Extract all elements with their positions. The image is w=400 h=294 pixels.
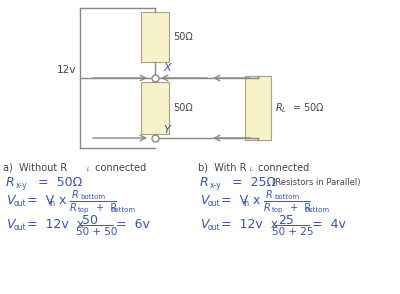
Text: out: out [208, 198, 221, 208]
Text: 50Ω: 50Ω [173, 32, 193, 42]
Text: V: V [200, 193, 208, 206]
Text: Y: Y [163, 125, 170, 135]
Text: x-y: x-y [210, 181, 222, 190]
Text: bottom: bottom [304, 207, 329, 213]
Text: =  6v: = 6v [116, 218, 150, 231]
Text: +  R: + R [287, 203, 311, 213]
Bar [141, 12, 169, 62]
Text: $R_L$  = 50Ω: $R_L$ = 50Ω [275, 101, 325, 115]
Text: bottom: bottom [274, 194, 299, 200]
Text: in: in [242, 198, 249, 208]
Text: b)  With R: b) With R [198, 163, 246, 173]
Text: x-y: x-y [16, 181, 28, 190]
Text: R: R [72, 190, 79, 200]
Text: V: V [6, 193, 14, 206]
Text: x: x [249, 193, 260, 206]
Text: bottom: bottom [110, 207, 135, 213]
Text: top: top [272, 207, 283, 213]
Text: 50 + 25: 50 + 25 [272, 227, 314, 237]
Text: V: V [200, 218, 208, 231]
Text: R: R [200, 176, 209, 188]
Text: out: out [208, 223, 221, 233]
Text: top: top [78, 207, 89, 213]
Text: x: x [55, 193, 66, 206]
Text: =  12v  x: = 12v x [221, 218, 278, 231]
Bar [245, 76, 271, 140]
Text: 50Ω: 50Ω [173, 103, 193, 113]
Text: R: R [266, 190, 273, 200]
Text: R: R [6, 176, 15, 188]
Text: =  50Ω: = 50Ω [34, 176, 82, 188]
Text: =  V: = V [221, 193, 248, 206]
Text: R: R [70, 203, 77, 213]
Text: out: out [14, 223, 27, 233]
Text: connected: connected [255, 163, 309, 173]
Text: V: V [6, 218, 14, 231]
Text: X: X [163, 63, 171, 73]
Text: connected: connected [92, 163, 146, 173]
Text: =  12v  x: = 12v x [27, 218, 84, 231]
Text: =  25Ω: = 25Ω [228, 176, 276, 188]
Text: 12v: 12v [57, 65, 76, 75]
Text: =  4v: = 4v [312, 218, 346, 231]
Text: R: R [264, 203, 271, 213]
Bar [141, 82, 169, 134]
Text: +  R: + R [93, 203, 117, 213]
Text: 50 + 50: 50 + 50 [76, 227, 117, 237]
Text: a)  Without R: a) Without R [3, 163, 67, 173]
Text: 25: 25 [278, 213, 294, 226]
Text: in: in [48, 198, 55, 208]
Text: 50: 50 [82, 213, 98, 226]
Text: $_L$: $_L$ [86, 166, 91, 175]
Text: (Resistors in Parallel): (Resistors in Parallel) [272, 178, 360, 186]
Text: =  V: = V [27, 193, 54, 206]
Text: $_L$: $_L$ [249, 166, 254, 175]
Text: bottom: bottom [80, 194, 105, 200]
Text: out: out [14, 198, 27, 208]
